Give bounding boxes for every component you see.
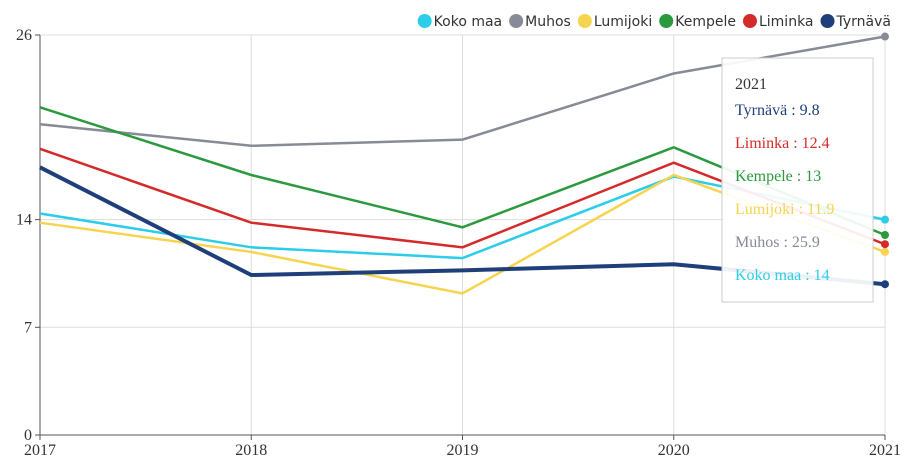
tooltip-name: Koko maa (735, 267, 801, 284)
legend-swatch (577, 14, 592, 28)
y-tick-label: 14 (16, 212, 32, 229)
tooltip-separator: : (787, 102, 799, 119)
y-tick-label: 7 (24, 319, 32, 336)
tooltip-separator: : (793, 168, 805, 185)
tooltip-separator: : (801, 267, 813, 284)
end-point (881, 280, 889, 289)
legend-label: Muhos (525, 14, 571, 30)
end-point (881, 231, 889, 239)
end-point (881, 247, 889, 256)
end-point (881, 215, 889, 224)
legend-swatch (820, 14, 835, 28)
tooltip-value: 13 (805, 168, 821, 185)
x-tick-label: 2019 (447, 442, 479, 459)
tooltip-box (721, 57, 874, 303)
legend-item: Muhos (509, 14, 571, 30)
x-tick-label: 2017 (24, 442, 56, 459)
tooltip-name: Liminka (735, 135, 789, 152)
tooltip-name: Lumijoki (735, 201, 795, 218)
tooltip-name: Kempele (735, 168, 793, 185)
legend-label: Liminka (759, 14, 814, 30)
tooltip-separator: : (789, 135, 801, 152)
legend-swatch (659, 14, 674, 28)
tooltip-name: Tyrnävä (735, 102, 787, 119)
tooltip: 2021 Tyrnävä : 9.8 Liminka : 12.4 Kempele :… (721, 57, 874, 303)
y-tick-label: 26 (16, 27, 32, 44)
tooltip-separator: : (795, 201, 807, 218)
tooltip-value: 14 (814, 267, 830, 284)
tooltip-entry: Muhos : 25.9 (735, 234, 820, 251)
x-tick-label: 2021 (869, 442, 901, 459)
legend-item: Liminka (742, 14, 814, 30)
tooltip-value: 9.8 (800, 102, 820, 119)
legend-item: Lumijoki (577, 14, 652, 30)
tooltip-entry: Koko maa : 14 (735, 267, 830, 284)
legend-swatch (417, 14, 432, 28)
tooltip-entry: Lumijoki : 11.9 (735, 201, 834, 218)
y-tick-label: 0 (24, 427, 32, 444)
legend-swatch (509, 14, 524, 28)
tooltip-separator: : (779, 234, 791, 251)
x-tick-label: 2020 (658, 442, 690, 459)
legend-item: Kempele (659, 14, 736, 30)
tooltip-entry: Tyrnävä : 9.8 (735, 102, 820, 119)
end-point (881, 32, 889, 41)
x-tick-label: 2018 (235, 442, 267, 459)
legend-item: Tyrnävä (820, 14, 891, 30)
legend-label: Lumijoki (594, 14, 652, 30)
end-point (881, 240, 889, 249)
legend-label: Koko maa (434, 14, 502, 30)
tooltip-entry: Liminka : 12.4 (735, 135, 830, 152)
legend-label: Kempele (675, 14, 736, 30)
legend-label: Tyrnävä (836, 14, 891, 30)
legend-swatch (742, 14, 757, 28)
tooltip-value: 11.9 (807, 201, 834, 218)
legend-item: Koko maa (417, 14, 502, 30)
tooltip-title: 2021 (735, 76, 767, 93)
tooltip-value: 25.9 (792, 234, 820, 251)
tooltip-entry: Kempele : 13 (735, 168, 821, 185)
tooltip-name: Muhos (735, 234, 779, 251)
tooltip-value: 12.4 (802, 135, 830, 152)
